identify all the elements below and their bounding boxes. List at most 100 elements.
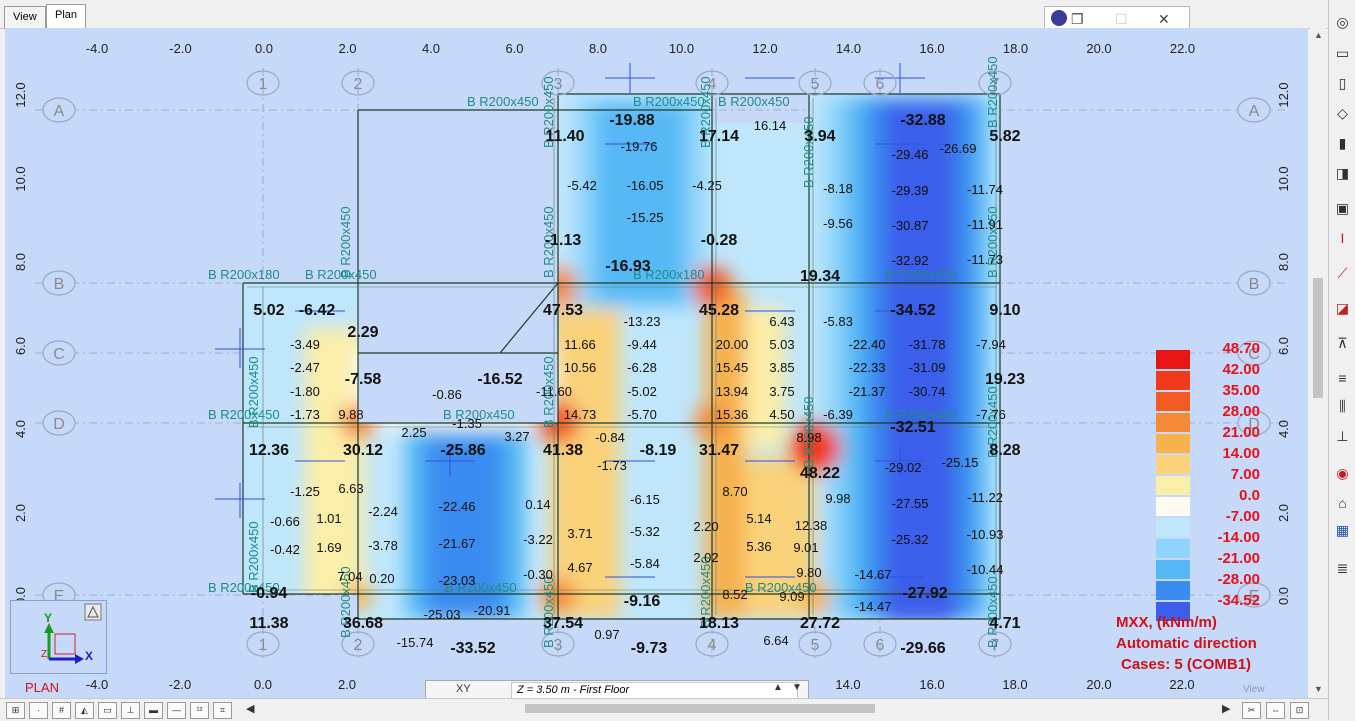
display-numbers-icon[interactable]: # xyxy=(52,702,71,719)
slab-icon[interactable]: ◇ xyxy=(1337,105,1348,121)
horizontal-scrollbar[interactable] xyxy=(243,701,1233,715)
moment-value: -5.70 xyxy=(627,407,657,422)
moment-value: -1.73 xyxy=(290,407,320,422)
moment-value: 20.00 xyxy=(716,337,749,352)
legend-case: Cases: 5 (COMB1) xyxy=(1121,656,1252,673)
display-walls-icon[interactable]: ▭ xyxy=(98,702,117,719)
column-axis-label: 7 xyxy=(991,76,1000,93)
moment-value: 0.97 xyxy=(594,627,619,642)
z-axis-label: Z xyxy=(41,649,48,660)
moving-load-icon[interactable]: ⊥ xyxy=(1336,428,1349,444)
bar-icon[interactable]: ▭ xyxy=(1335,45,1350,61)
scroll-left-icon[interactable]: ◀ xyxy=(246,703,255,715)
node-icon[interactable]: ◎ xyxy=(1336,14,1349,30)
moment-value: -29.66 xyxy=(900,640,945,657)
display-grid-icon[interactable]: ⊞ xyxy=(6,702,25,719)
maximize-icon[interactable]: ☐ xyxy=(1115,11,1128,27)
row-axis-label: C xyxy=(53,346,65,363)
display-filter-icon[interactable]: ⌗ xyxy=(213,702,232,719)
horizontal-scroll-thumb[interactable] xyxy=(525,704,875,713)
load-icon[interactable]: ≡ xyxy=(1338,370,1347,386)
level-down-icon[interactable]: ▼ xyxy=(792,682,802,693)
table-icon[interactable]: ▦ xyxy=(1335,522,1350,538)
panel-icon[interactable]: ◨ xyxy=(1335,165,1350,181)
scroll-right-icon[interactable]: ▶ xyxy=(1222,703,1231,715)
vertical-scroll-thumb[interactable] xyxy=(1313,278,1323,398)
beam-label-vertical: B R200x450 xyxy=(541,76,556,148)
cut-view-icon[interactable]: ✂ xyxy=(1242,702,1261,719)
scroll-down-icon[interactable]: ▼ xyxy=(1314,684,1323,694)
release-icon[interactable]: ⟋ xyxy=(1337,265,1348,281)
level-selector[interactable]: XY Z = 3.50 m - First Floor ▲ ▼ xyxy=(425,680,809,700)
y-tick-label: 8.0 xyxy=(13,253,28,271)
y-axis-label: Y xyxy=(44,611,53,625)
moment-value: 19.34 xyxy=(800,268,840,285)
display-slabs-icon[interactable]: ◭ xyxy=(75,702,94,719)
moment-value: -0.94 xyxy=(251,585,288,602)
legend-swatch xyxy=(1156,560,1190,579)
moment-value: -5.32 xyxy=(630,524,660,539)
moment-value: 3.75 xyxy=(769,384,794,399)
moment-value: -9.73 xyxy=(631,640,668,657)
axis-orientation-widget[interactable]: Y X Z xyxy=(10,600,107,674)
scroll-up-icon[interactable]: ▲ xyxy=(1314,30,1323,40)
legend-value: 48.70 xyxy=(1222,340,1260,357)
pan-view-icon[interactable]: ⇔ xyxy=(1266,702,1285,719)
results-icon[interactable]: ◉ xyxy=(1336,465,1349,481)
moment-value: -7.94 xyxy=(976,337,1006,352)
column-axis-label: 1 xyxy=(259,76,268,93)
right-toolbar: ◎ ▭ ▯ ◇ ▮ ◨ ▣ I ⟋ ◪ ⊼ ≡ ⫼ ⊥ ◉ ⌂ ▦ ≣ xyxy=(1328,0,1355,720)
structure-icon[interactable]: ⌂ xyxy=(1338,495,1347,511)
moment-value: -0.84 xyxy=(595,430,625,445)
vertical-scrollbar[interactable]: ▲ ▼ xyxy=(1310,28,1326,698)
display-labels-icon[interactable]: ¹² xyxy=(190,702,209,719)
moment-value: 5.02 xyxy=(253,302,284,319)
moment-value: -1.73 xyxy=(597,458,627,473)
display-sections-icon[interactable]: ▬ xyxy=(144,702,163,719)
column-icon[interactable]: ▯ xyxy=(1338,75,1347,91)
tab-plan[interactable]: Plan xyxy=(46,4,87,28)
moment-value: -21.67 xyxy=(439,536,476,551)
layers-icon[interactable]: ≣ xyxy=(1336,560,1349,576)
load-case-icon[interactable]: ⫼ xyxy=(1339,398,1346,414)
section-icon[interactable]: I xyxy=(1340,230,1345,246)
legend-value: 42.00 xyxy=(1222,361,1260,378)
column-axis-label: 4 xyxy=(708,76,717,93)
moment-value: 18.13 xyxy=(699,615,739,632)
moment-value: 47.53 xyxy=(543,302,583,319)
display-nodes-icon[interactable]: · xyxy=(29,702,48,719)
restore-icon[interactable]: ❐ xyxy=(1071,11,1084,27)
column-axis-label: 6 xyxy=(876,637,885,654)
x-tick-label: 14.0 xyxy=(836,41,861,56)
moment-value: 10.56 xyxy=(564,360,597,375)
support-icon[interactable]: ⊼ xyxy=(1337,335,1348,351)
moment-value: -16.52 xyxy=(477,371,522,388)
y-tick-label: 6.0 xyxy=(1276,337,1291,355)
view-plane-label: XY xyxy=(456,683,471,695)
level-up-icon[interactable]: ▲ xyxy=(773,682,783,693)
close-icon[interactable]: ✕ xyxy=(1158,11,1170,27)
zoom-view-icon[interactable]: ⊡ xyxy=(1290,702,1309,719)
moment-value: 3.94 xyxy=(804,128,835,145)
display-beams-icon[interactable]: — xyxy=(167,702,186,719)
beam-label-vertical: B R200x450 xyxy=(801,396,816,468)
offset-icon[interactable]: ◪ xyxy=(1335,300,1350,316)
level-field[interactable]: Z = 3.50 m - First Floor xyxy=(511,682,798,699)
moment-value: 7.04 xyxy=(337,569,362,584)
moment-value: 9.98 xyxy=(825,491,850,506)
moment-value: -26.69 xyxy=(940,141,977,156)
wall-icon[interactable]: ▮ xyxy=(1338,135,1347,151)
solid-icon[interactable]: ▣ xyxy=(1335,200,1350,216)
plan-canvas[interactable]: -4.0 -2.0 0.0 2.0 4.0 6.0 8.0 10.0 12.0 14.0 16.0 1… xyxy=(5,28,1308,698)
moment-value: -21.37 xyxy=(849,384,886,399)
moment-value: -10.93 xyxy=(967,527,1004,542)
display-supports-icon[interactable]: ⊥ xyxy=(121,702,140,719)
moment-value: -32.88 xyxy=(900,112,945,129)
row-axis-label: D xyxy=(1248,416,1260,433)
moment-value: 11.40 xyxy=(545,128,584,145)
moment-value: -7.76 xyxy=(976,407,1006,422)
moment-value: 3.71 xyxy=(567,526,592,541)
moment-value: 5.82 xyxy=(989,128,1020,145)
tab-view[interactable]: View xyxy=(4,6,46,29)
direction-arrows xyxy=(215,63,925,578)
